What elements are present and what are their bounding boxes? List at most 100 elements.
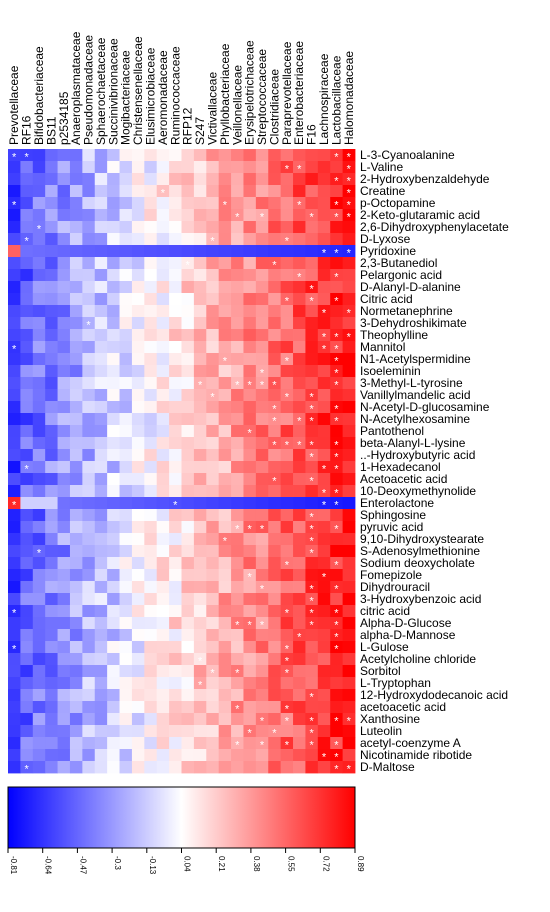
heatmap-cell [255, 413, 269, 426]
heatmap-cell [206, 689, 220, 702]
significance-star: * [235, 524, 240, 536]
heatmap-cell [218, 425, 232, 438]
heatmap-cell [20, 653, 34, 666]
heatmap-cell [119, 245, 133, 258]
heatmap-cell [119, 257, 133, 270]
heatmap-cell [20, 665, 34, 678]
heatmap-cell [181, 617, 195, 630]
significance-star: * [297, 416, 302, 428]
heatmap-cell [32, 725, 46, 738]
column-label-streptococcaceae: Streptococcaceae [255, 49, 269, 145]
heatmap-cell [268, 617, 282, 630]
heatmap-cell [82, 317, 96, 330]
heatmap-cell [107, 593, 120, 606]
heatmap-cell [181, 701, 195, 714]
heatmap-cell [218, 605, 232, 618]
heatmap-cell [119, 233, 133, 246]
heatmap-cell [193, 581, 207, 594]
significance-star: * [173, 500, 178, 512]
heatmap-cell [330, 269, 343, 282]
significance-star: * [272, 728, 277, 740]
heatmap-cell [218, 377, 232, 390]
heatmap-cell [330, 377, 343, 390]
heatmap-cell [119, 605, 133, 618]
heatmap-cell [218, 581, 232, 594]
heatmap-cell [169, 701, 182, 714]
heatmap-cell [305, 173, 319, 186]
heatmap-cell [144, 329, 158, 342]
significance-star: * [334, 176, 339, 188]
heatmap-cell [107, 365, 120, 378]
heatmap-cell [255, 197, 269, 210]
heatmap-cell [57, 329, 71, 342]
heatmap-cell [131, 653, 145, 666]
heatmap-cell [181, 257, 195, 270]
heatmap-cell [218, 149, 232, 162]
heatmap-cell [32, 353, 46, 366]
heatmap-cell [268, 689, 282, 702]
significance-star: * [186, 260, 191, 272]
heatmap-cell [131, 629, 145, 642]
heatmap-cell [144, 149, 158, 162]
heatmap-cell [69, 749, 83, 762]
heatmap-cell [317, 485, 331, 498]
heatmap-cell [20, 245, 34, 258]
heatmap-cell [231, 641, 244, 654]
heatmap-cell [293, 737, 306, 750]
heatmap-cell [342, 329, 356, 342]
heatmap-cell [193, 281, 207, 294]
heatmap-cell [243, 497, 257, 510]
significance-star: * [334, 248, 339, 260]
heatmap-cell [69, 653, 83, 666]
heatmap-cell [144, 233, 158, 246]
heatmap-cell [193, 161, 207, 174]
significance-star: * [334, 620, 339, 632]
heatmap-cell [94, 437, 108, 450]
heatmap-cell [57, 437, 71, 450]
heatmap-cell [218, 269, 232, 282]
heatmap-cell [280, 161, 294, 174]
heatmap-cell [330, 233, 343, 246]
heatmap-cell [94, 557, 108, 570]
heatmap-cell [131, 353, 145, 366]
heatmap-cell [268, 353, 282, 366]
heatmap-cell [107, 641, 120, 654]
heatmap-cell [119, 689, 133, 702]
significance-star: * [235, 668, 240, 680]
heatmap-cell [119, 353, 133, 366]
heatmap-cell [131, 521, 145, 534]
significance-star: * [309, 476, 314, 488]
heatmap-cell [82, 257, 96, 270]
colorbar: -0.81 -0.64 -0.47 -0.3 -0.13 0.04 0.21 0.38 0.55… [7, 786, 365, 875]
heatmap-cell [305, 557, 319, 570]
heatmap-cell [156, 521, 170, 534]
heatmap-cell [218, 485, 232, 498]
heatmap-cell [8, 737, 21, 750]
heatmap-cell [305, 713, 319, 726]
column-label-aeromonadaceae: Aeromonadaceae [156, 50, 170, 145]
heatmap-cell [8, 293, 21, 306]
heatmap-cell [94, 293, 108, 306]
heatmap-cell [94, 701, 108, 714]
heatmap-cell [32, 329, 46, 342]
heatmap-cell [107, 281, 120, 294]
heatmap-cell [20, 161, 34, 174]
heatmap-cell [119, 185, 133, 198]
row-label-2-hydroxybenzaldehyde: 2-Hydroxybenzaldehyde [360, 172, 490, 186]
significance-star: * [12, 644, 17, 656]
heatmap-cell [131, 161, 145, 174]
significance-star: * [285, 644, 290, 656]
heatmap-cell [169, 245, 182, 258]
heatmap-cell [255, 749, 269, 762]
heatmap-cell [255, 437, 269, 450]
heatmap-cell [8, 389, 21, 402]
heatmap-cell [181, 149, 195, 162]
heatmap-cell [206, 485, 220, 498]
heatmap-cell [69, 209, 83, 222]
heatmap-cell [342, 749, 356, 762]
heatmap-cell [293, 389, 306, 402]
heatmap-cell [45, 173, 58, 186]
heatmap-cell [293, 569, 306, 582]
column-label-enterobacteriaceae: Enterobacteriaceae [292, 41, 306, 145]
heatmap-cell [243, 569, 257, 582]
